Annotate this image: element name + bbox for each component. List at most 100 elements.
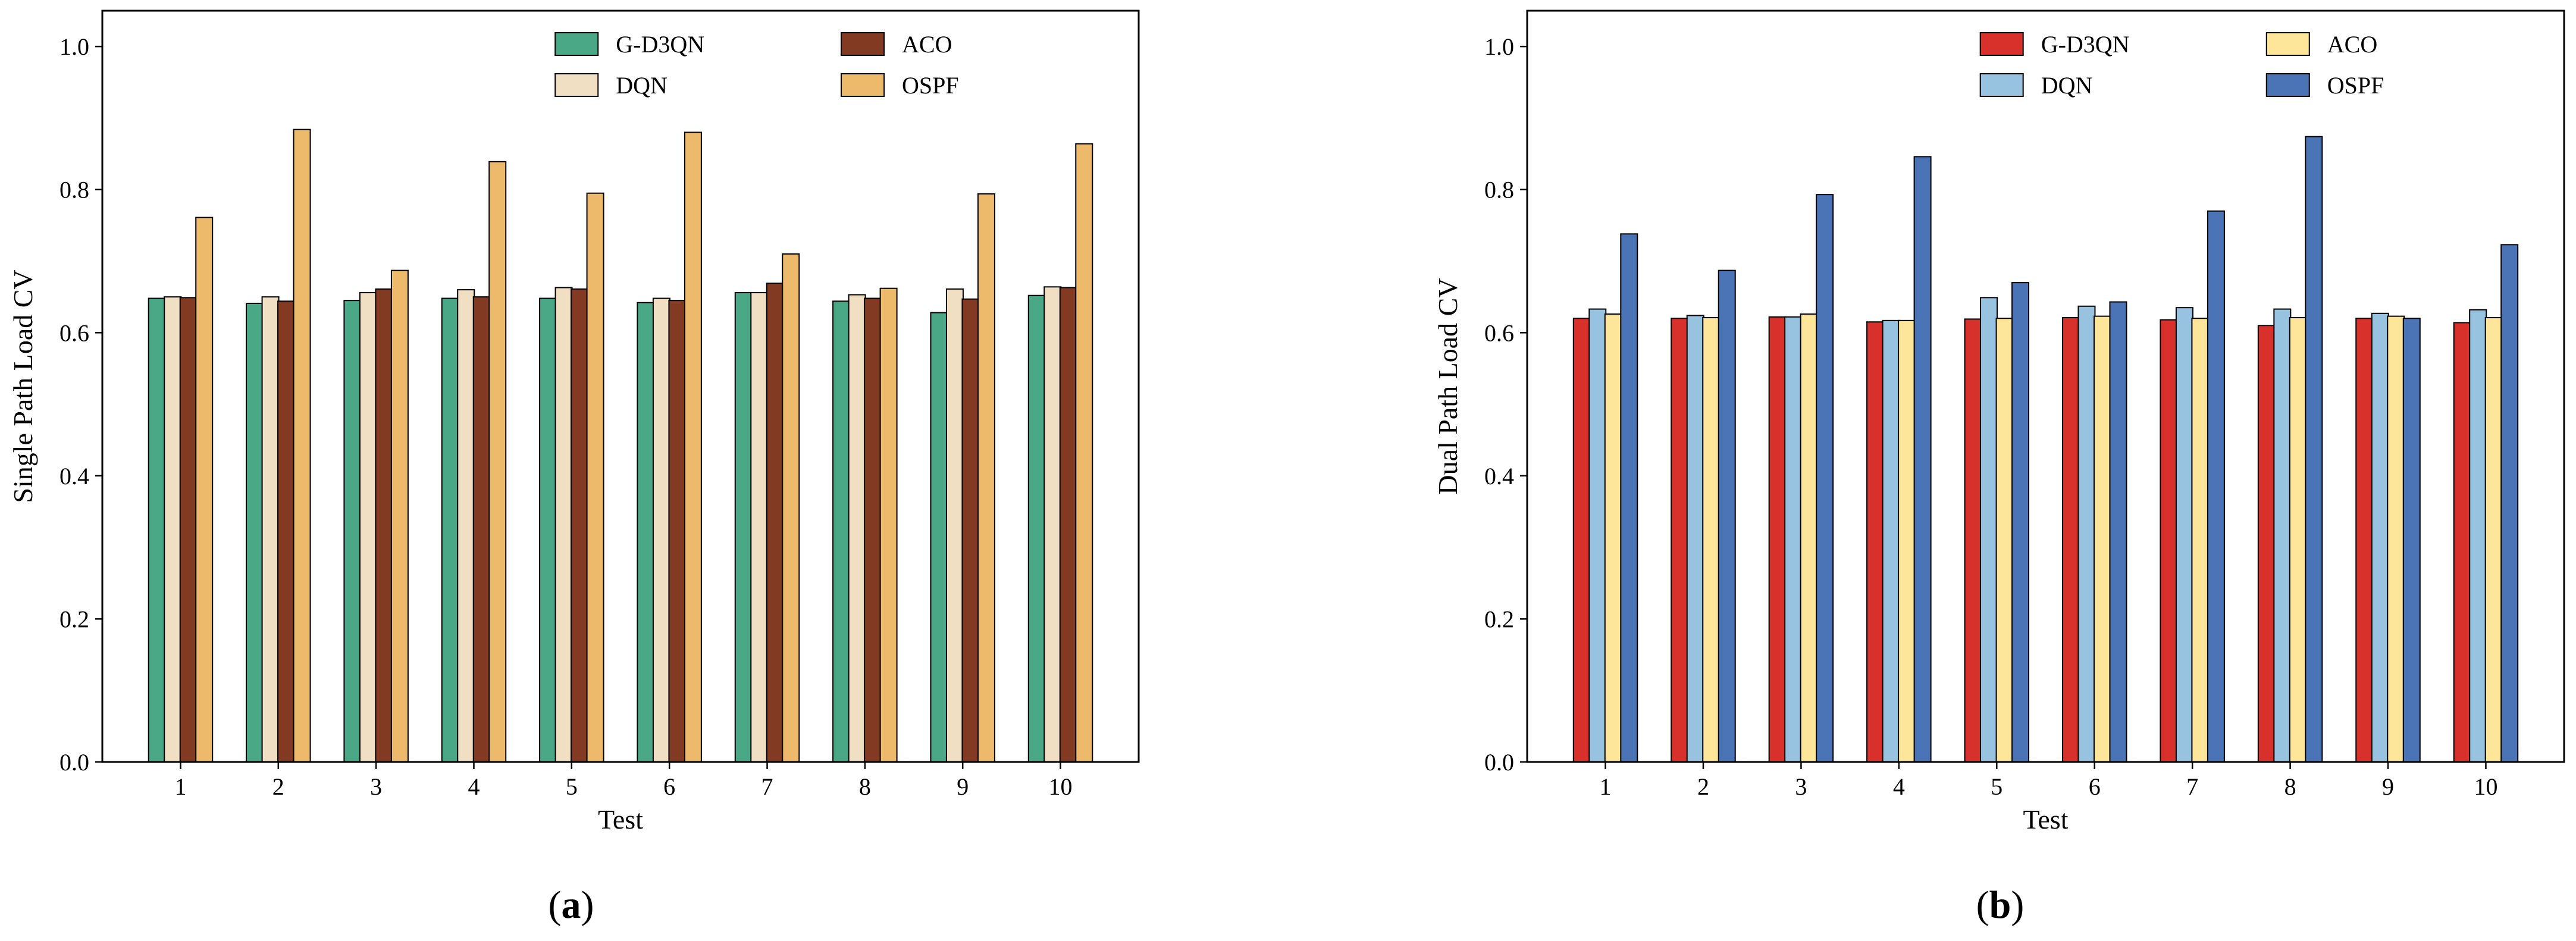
bar-g-d3qn-test-2 bbox=[246, 302, 264, 763]
x-tick-label: 1 bbox=[174, 773, 186, 800]
legend-label-ospf: OSPF bbox=[902, 72, 959, 99]
bar-aco-test-3 bbox=[1800, 313, 1818, 763]
x-tick-label: 4 bbox=[468, 773, 480, 800]
x-tick-label: 2 bbox=[272, 773, 284, 800]
bar-aco-test-10 bbox=[2484, 317, 2503, 763]
legend-swatch-dqn bbox=[554, 73, 599, 97]
x-tick-label: 10 bbox=[2474, 773, 2497, 800]
bar-ospf-test-9 bbox=[977, 193, 995, 763]
bar-g-d3qn-test-5 bbox=[539, 297, 557, 763]
legend-swatch-dqn bbox=[1979, 73, 2024, 97]
bar-ospf-test-3 bbox=[390, 269, 409, 763]
bar-g-d3qn-test-7 bbox=[734, 291, 753, 763]
bar-g-d3qn-test-5 bbox=[1964, 318, 1982, 763]
bar-aco-test-7 bbox=[2191, 318, 2210, 763]
legend-label-dqn: DQN bbox=[2041, 72, 2093, 99]
legend-swatch-g-d3qn bbox=[554, 32, 599, 56]
y-tick-label: 1.0 bbox=[59, 33, 89, 60]
x-tick-label: 3 bbox=[370, 773, 382, 800]
bar-ospf-test-2 bbox=[293, 128, 311, 763]
bar-dqn-test-9 bbox=[945, 288, 964, 763]
x-tick-label: 5 bbox=[566, 773, 578, 800]
bar-g-d3qn-test-1 bbox=[1572, 318, 1591, 763]
bar-dqn-test-5 bbox=[554, 287, 573, 763]
bar-ospf-test-5 bbox=[586, 192, 604, 763]
bar-g-d3qn-test-3 bbox=[343, 300, 362, 763]
legend-label-aco: ACO bbox=[2327, 31, 2377, 58]
x-tick-label: 5 bbox=[1991, 773, 2002, 800]
bar-aco-test-1 bbox=[1604, 313, 1622, 763]
y-tick-label: 0.0 bbox=[1484, 749, 1514, 776]
bar-ospf-test-10 bbox=[2500, 244, 2519, 763]
bar-aco-test-4 bbox=[472, 296, 491, 763]
bar-dqn-test-1 bbox=[1588, 308, 1607, 763]
bar-dqn-test-10 bbox=[1043, 286, 1062, 763]
legend-label-ospf: OSPF bbox=[2327, 72, 2384, 99]
bar-ospf-test-7 bbox=[2207, 210, 2225, 763]
bar-g-d3qn-test-6 bbox=[637, 302, 655, 763]
panel-label: (a) bbox=[549, 883, 594, 927]
x-tick-label: 4 bbox=[1893, 773, 1905, 800]
bar-g-d3qn-test-1 bbox=[148, 297, 166, 763]
bar-dqn-test-2 bbox=[1686, 315, 1704, 763]
y-tick-label: 1.0 bbox=[1484, 33, 1514, 60]
bar-ospf-test-4 bbox=[488, 161, 507, 763]
bar-dqn-test-8 bbox=[848, 294, 866, 763]
bar-aco-test-6 bbox=[2093, 315, 2111, 763]
legend-swatch-aco bbox=[2265, 32, 2310, 56]
y-tick-label: 0.0 bbox=[59, 749, 89, 776]
bar-dqn-test-3 bbox=[1784, 316, 1803, 763]
bar-ospf-test-10 bbox=[1075, 143, 1093, 763]
bar-g-d3qn-test-7 bbox=[2160, 319, 2178, 763]
bar-g-d3qn-test-10 bbox=[1027, 294, 1046, 763]
bar-aco-test-2 bbox=[277, 300, 296, 763]
bar-dqn-test-3 bbox=[359, 291, 377, 763]
bar-ospf-test-1 bbox=[195, 217, 214, 763]
panel-letter: b bbox=[1989, 883, 2011, 927]
bar-g-d3qn-test-6 bbox=[2061, 317, 2080, 763]
legend-label-g-d3qn: G-D3QN bbox=[2041, 31, 2130, 58]
bar-dqn-test-6 bbox=[2077, 305, 2096, 763]
y-tick-label: 0.8 bbox=[1484, 177, 1514, 203]
bar-dqn-test-9 bbox=[2371, 312, 2389, 763]
x-tick-label: 9 bbox=[2382, 773, 2394, 800]
panel-letter: a bbox=[562, 883, 581, 927]
bar-dqn-test-2 bbox=[261, 296, 280, 763]
bar-aco-test-2 bbox=[1702, 317, 1721, 763]
plot-frame bbox=[1526, 10, 2565, 763]
bar-ospf-test-4 bbox=[1913, 156, 1932, 763]
bar-g-d3qn-test-4 bbox=[441, 297, 459, 763]
x-tick-label: 6 bbox=[663, 773, 675, 800]
legend-swatch-g-d3qn bbox=[1979, 32, 2024, 56]
bar-g-d3qn-test-8 bbox=[2257, 325, 2276, 763]
bar-dqn-test-4 bbox=[1882, 319, 1900, 763]
x-tick-label: 8 bbox=[859, 773, 871, 800]
x-tick-label: 1 bbox=[1600, 773, 1612, 800]
chart-panel-b: Dual Path Load CV 0.0 0.2 0.4 0.6 0.8 1.0 1 2 3 4 5… bbox=[1433, 10, 2565, 927]
bar-g-d3qn-test-9 bbox=[2355, 318, 2374, 763]
bar-ospf-test-7 bbox=[782, 253, 800, 763]
x-axis-label: Test bbox=[2023, 804, 2069, 835]
bar-aco-test-5 bbox=[1995, 318, 2014, 763]
x-tick-label: 7 bbox=[2186, 773, 2198, 800]
bar-ospf-test-6 bbox=[2109, 301, 2127, 763]
bar-dqn-test-8 bbox=[2273, 308, 2292, 763]
x-tick-label: 10 bbox=[1049, 773, 1073, 800]
bar-ospf-test-6 bbox=[684, 131, 702, 763]
bar-aco-test-7 bbox=[766, 283, 784, 763]
bar-g-d3qn-test-8 bbox=[832, 300, 851, 763]
bar-g-d3qn-test-10 bbox=[2453, 322, 2471, 763]
bar-aco-test-3 bbox=[375, 288, 393, 763]
bar-dqn-test-7 bbox=[2175, 307, 2193, 763]
x-tick-label: 9 bbox=[957, 773, 969, 800]
bar-dqn-test-10 bbox=[2469, 309, 2487, 763]
bar-g-d3qn-test-3 bbox=[1768, 316, 1787, 763]
bar-ospf-test-3 bbox=[1816, 194, 1834, 763]
bar-ospf-test-1 bbox=[1620, 233, 1638, 763]
y-tick-label: 0.6 bbox=[59, 319, 89, 346]
x-tick-label: 6 bbox=[2089, 773, 2101, 800]
bar-dqn-test-1 bbox=[164, 296, 182, 763]
legend-swatch-ospf bbox=[2265, 73, 2310, 97]
y-tick-label: 0.2 bbox=[1484, 606, 1514, 632]
y-tick-label: 0.4 bbox=[59, 463, 89, 490]
